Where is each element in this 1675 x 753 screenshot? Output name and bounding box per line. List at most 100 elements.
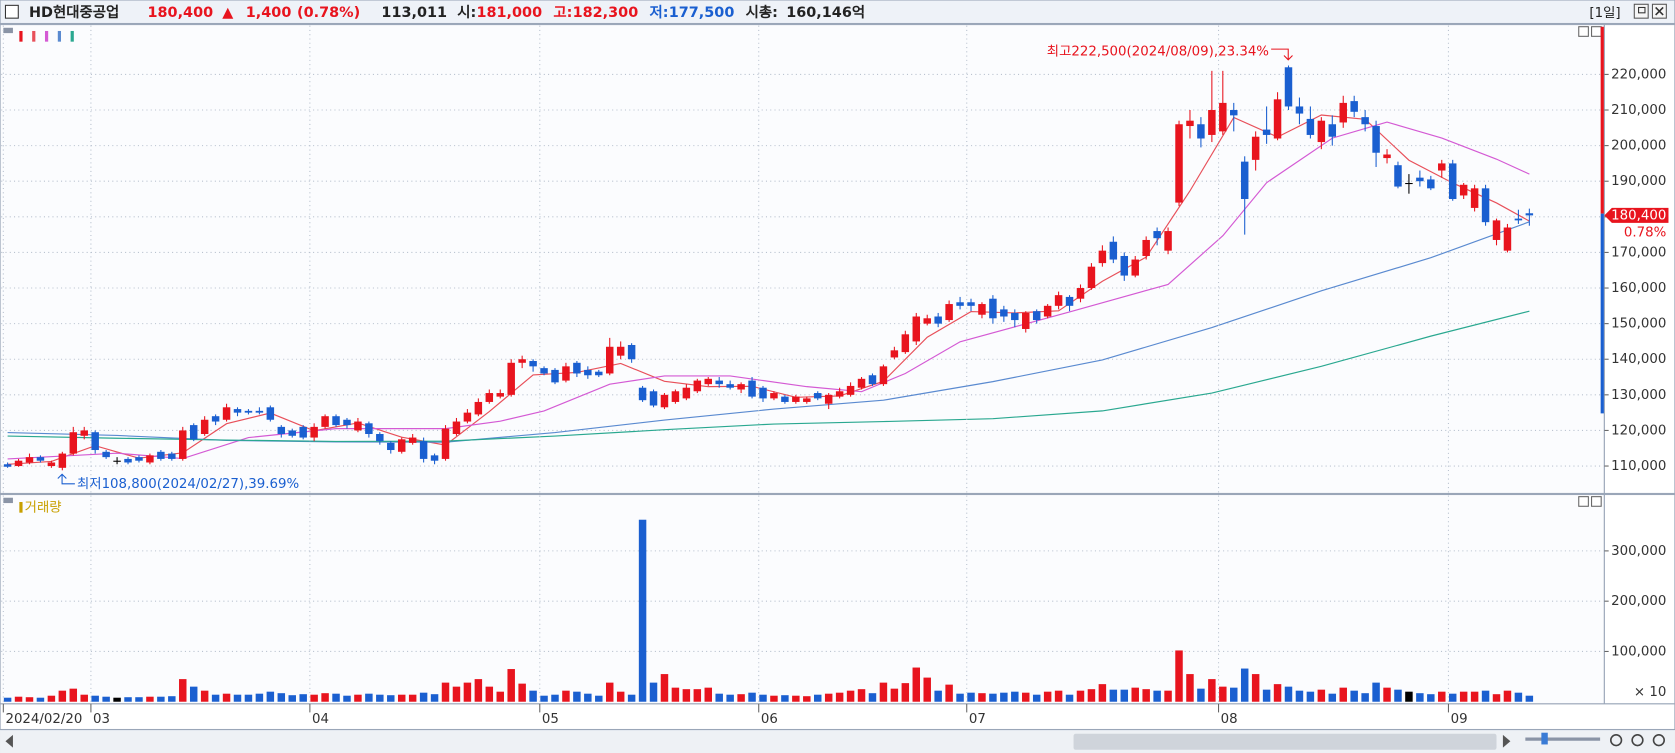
volume-bar (1120, 689, 1129, 702)
pane-max-button[interactable] (1578, 26, 1589, 37)
x-tick-label: 05 (542, 712, 559, 727)
volume-bar (397, 694, 406, 702)
low-label: 저: (650, 4, 669, 21)
volume-pane (0, 493, 1605, 705)
scroll-right[interactable] (1502, 734, 1511, 748)
candle-body (233, 409, 242, 413)
candle-body (47, 462, 56, 467)
moving-average-line (7, 121, 1530, 460)
unit-label: × 10 (1634, 685, 1666, 700)
y-tick-label: 170,000 (1611, 245, 1666, 260)
y-tick-label: 120,000 (1611, 423, 1666, 438)
candle-body (803, 398, 811, 402)
volume-bar (660, 674, 669, 702)
pane-close-button[interactable] (1591, 496, 1602, 507)
volume-bar (1514, 692, 1523, 702)
candle-body (1503, 227, 1512, 251)
candle-body (1043, 305, 1052, 317)
candle-body (485, 393, 494, 402)
candle-body (354, 421, 362, 431)
pane-handle[interactable] (3, 27, 13, 34)
volume-bar (288, 695, 296, 702)
candle-body (890, 350, 899, 358)
candle-body (693, 380, 702, 392)
candle-body (1120, 255, 1129, 276)
checkbox[interactable] (4, 4, 19, 19)
zoom-reset[interactable] (1652, 734, 1665, 747)
candle-body (179, 430, 187, 459)
volume-bar (1000, 692, 1008, 702)
price-axis-area (1603, 24, 1675, 494)
candle-body (1076, 288, 1085, 299)
candle-body (146, 455, 154, 463)
volume-bar (737, 694, 745, 702)
volume: 113,011 (381, 5, 447, 21)
legend-marker (19, 30, 23, 42)
candle-body (452, 421, 461, 434)
scroll-thumb[interactable] (1073, 733, 1497, 750)
x-tick-label: 09 (1451, 712, 1468, 727)
candle-body (244, 410, 253, 413)
volume-bar (1175, 650, 1183, 702)
zoom-in[interactable] (1631, 734, 1644, 747)
volume-bar (277, 693, 286, 702)
zoom-thumb[interactable] (1541, 732, 1548, 745)
volume-bar (912, 667, 921, 702)
volume-bar (387, 695, 395, 702)
candle-body (463, 412, 472, 422)
candle-body (1284, 67, 1293, 107)
candle-body (682, 387, 691, 399)
candle-body (474, 401, 483, 415)
candle-body (36, 457, 45, 461)
market-cap: 160,146억 (786, 3, 865, 21)
volume-bar (244, 694, 253, 702)
candle-body (1164, 231, 1172, 251)
candle-body (1394, 165, 1402, 187)
low-arrow (57, 473, 75, 485)
volume-bar (1054, 690, 1063, 702)
restore-button[interactable] (1633, 3, 1649, 19)
volume-bar (1470, 691, 1479, 702)
low: 177,500 (669, 5, 735, 21)
volume-bar (627, 694, 636, 702)
zoom-out[interactable] (1609, 734, 1623, 747)
volume-bar (616, 691, 625, 702)
candle-body (1230, 110, 1238, 116)
candle-body (584, 369, 592, 376)
pane-handle[interactable] (3, 497, 13, 504)
volume-bar (135, 697, 143, 702)
volume-bar (1394, 689, 1402, 702)
volume-bar (102, 696, 110, 702)
volume-bar (1339, 687, 1347, 702)
volume-bar (14, 696, 23, 702)
candle-body (715, 380, 723, 385)
volume-bar (266, 691, 275, 702)
candle-body (496, 393, 504, 397)
candle-body (638, 387, 647, 401)
volume-bar (1448, 693, 1457, 702)
candle-body (835, 391, 844, 397)
candle-body (376, 433, 384, 442)
candle-body (1448, 163, 1457, 200)
pane-max-button[interactable] (1578, 496, 1589, 507)
candle-body (1065, 296, 1074, 306)
last-change-label: 0.78% (1624, 225, 1666, 240)
volume-bar (1109, 689, 1118, 702)
volume-bar (1438, 691, 1446, 702)
y-tick-label: 140,000 (1611, 352, 1666, 367)
scroll-left[interactable] (5, 734, 13, 748)
volume-bar (1328, 693, 1337, 702)
volume-bar (770, 695, 778, 702)
volume-bar (1372, 682, 1380, 702)
candle-body (255, 410, 264, 413)
period[interactable]: [1일] (1589, 5, 1620, 21)
volume-bar (80, 694, 88, 702)
candle-body (945, 304, 953, 321)
volume-bar (1087, 689, 1096, 702)
candle-body (430, 455, 439, 461)
candle-body (332, 416, 340, 426)
candle-body (551, 369, 559, 383)
open-label: 시: (457, 4, 476, 21)
pane-close-button[interactable] (1591, 26, 1602, 37)
volume-bar (485, 686, 494, 702)
